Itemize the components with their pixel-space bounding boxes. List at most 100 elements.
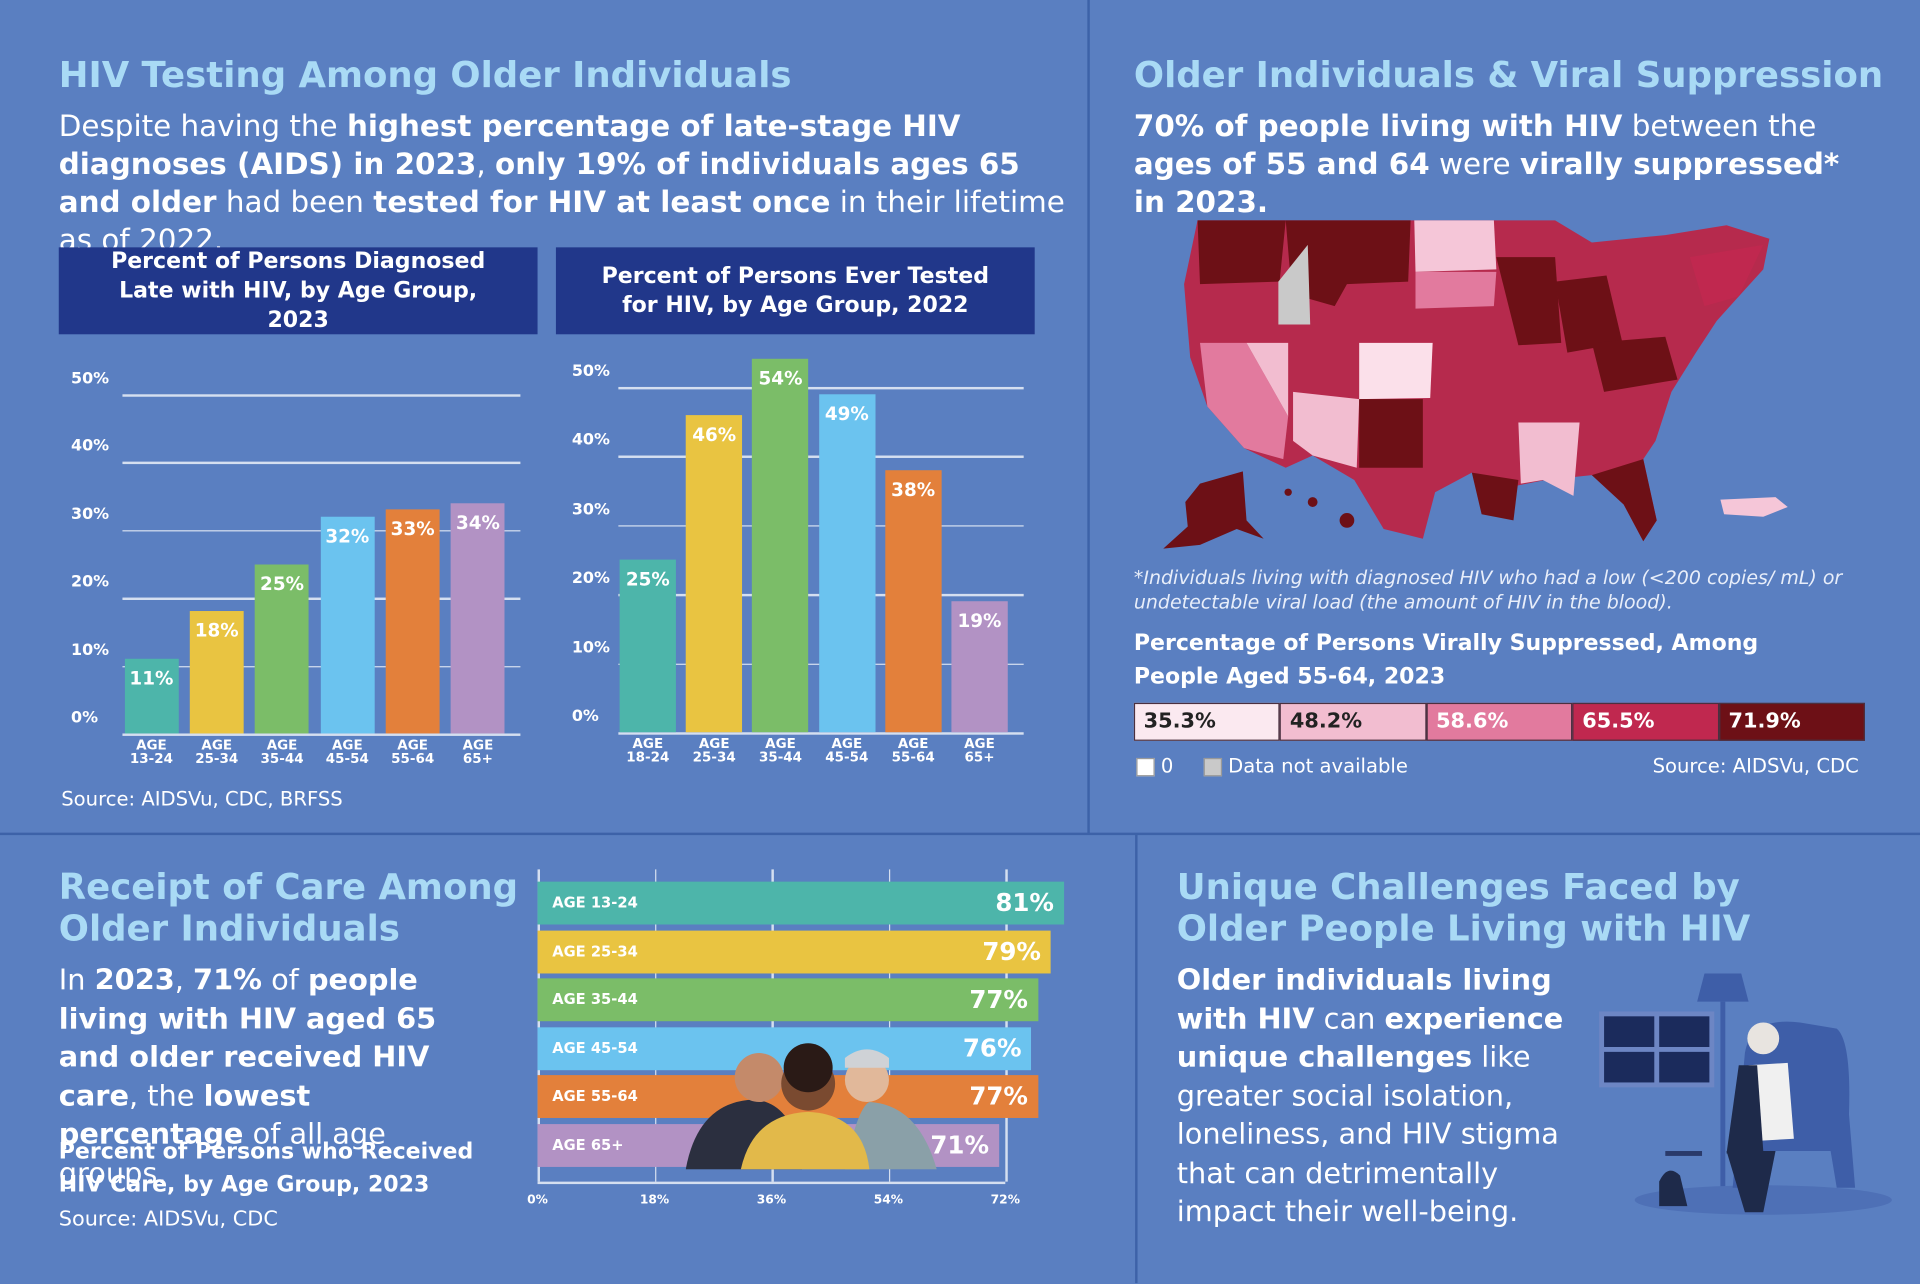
chart-title: Percent of Persons who Received HIV Care… — [58, 1138, 474, 1198]
text-run: lowest percentage — [58, 1078, 311, 1152]
bar — [752, 359, 809, 733]
text-run: In — [58, 962, 95, 997]
x-tick-label: AGE 35-44 — [758, 735, 803, 766]
legend-label: 58.6% — [1436, 708, 1509, 734]
illustration-shape — [1339, 513, 1355, 528]
data-label: 76% — [962, 1033, 1022, 1063]
data-label: 25% — [260, 572, 305, 595]
source: Source: AIDSVu, CDC — [1652, 754, 1859, 778]
illustration-shape — [1278, 244, 1311, 325]
illustration-shape — [1246, 342, 1289, 417]
grid-line — [771, 869, 774, 1182]
data-label: 77% — [969, 1081, 1028, 1112]
grid-line — [122, 733, 521, 736]
legend-segment — [1280, 702, 1427, 741]
bar — [124, 658, 179, 734]
chart-header: Percent of Persons Diagnosed Late with H… — [58, 247, 538, 335]
illustration-shape — [1496, 257, 1562, 346]
grid-line — [122, 394, 521, 397]
section-title: Unique Challenges Faced by Older People … — [1176, 865, 1751, 949]
illustration-shape — [1163, 471, 1264, 549]
data-label: 11% — [129, 667, 174, 690]
section-title: Receipt of Care Among Older Individuals — [58, 865, 519, 949]
illustration-shape — [1689, 244, 1764, 307]
y-tick-label: 20% — [71, 573, 110, 592]
illustration-shape — [1471, 472, 1519, 521]
illustration-shape — [1720, 497, 1788, 517]
illustration-shape — [1293, 391, 1360, 468]
section-title: Older Individuals & Viral Suppression — [1133, 53, 1884, 96]
illustration-shape — [1726, 1151, 1776, 1213]
data-label: 71% — [930, 1130, 990, 1160]
grid-line — [122, 462, 521, 464]
illustration-shape — [734, 1053, 784, 1103]
y-tick-label: 20% — [571, 569, 610, 588]
paragraph: In 2023, 71% of people living with HIV a… — [59, 961, 500, 1192]
illustration-shape — [844, 1057, 889, 1103]
text-run: of all age groups. — [58, 1116, 386, 1190]
text-run: tested for HIV at least once — [373, 184, 831, 220]
x-tick-label: AGE 65+ — [462, 737, 494, 767]
chart-title: Percent of Persons Diagnosed Late with H… — [111, 247, 486, 333]
y-tick-label: 30% — [571, 500, 610, 519]
illustration-shape — [1518, 422, 1580, 496]
illustration-shape — [1591, 336, 1678, 392]
y-tick-label: 50% — [571, 362, 610, 381]
grid-line — [618, 386, 1024, 389]
person-illustration — [1599, 973, 1892, 1215]
grid-line — [654, 869, 657, 1182]
us-map — [1163, 220, 1788, 549]
illustration-shape — [1415, 271, 1497, 309]
bar — [255, 563, 309, 734]
illustration-shape — [1307, 497, 1318, 507]
text-run: 70% of people living with HIV — [1133, 108, 1623, 144]
legend-segment — [1718, 702, 1865, 741]
text-run: 2023 — [94, 962, 175, 997]
illustration-shape — [1732, 1021, 1856, 1188]
x-tick-label: AGE 55-64 — [891, 735, 935, 766]
grid-line — [618, 732, 1024, 735]
illustration-shape — [844, 1049, 889, 1068]
bar — [385, 509, 440, 734]
data-label: 81% — [995, 887, 1054, 918]
y-tick-label: 40% — [571, 431, 610, 450]
data-label: 34% — [455, 511, 500, 534]
text-run: of — [261, 962, 308, 997]
y-tick-label: 10% — [571, 638, 610, 658]
data-label: 54% — [758, 367, 803, 390]
legend-label: 65.5% — [1582, 708, 1655, 734]
illustration-shape — [1359, 399, 1423, 468]
bar — [619, 559, 677, 733]
text-run: Despite having the — [58, 108, 347, 144]
illustration-shape — [1359, 342, 1433, 400]
legend-segment — [1572, 702, 1719, 741]
bar — [537, 930, 1051, 973]
x-tick-label: 54% — [873, 1193, 904, 1208]
data-label: 49% — [824, 402, 869, 425]
bar — [951, 601, 1008, 733]
illustration-shape — [1747, 1022, 1780, 1055]
text-run: , — [476, 146, 496, 182]
bar — [189, 611, 244, 734]
illustration-shape — [1697, 973, 1749, 1002]
legend-segment — [1133, 702, 1281, 741]
illustration-shape — [740, 1111, 870, 1170]
y-tick-label: AGE 25-34 — [552, 942, 638, 960]
data-label: 77% — [969, 984, 1028, 1015]
legend-swatch — [1203, 757, 1223, 777]
legend-segment — [1426, 702, 1573, 741]
y-tick-label: AGE 45-54 — [552, 1039, 638, 1057]
text-run: ages of 55 and 64 — [1133, 146, 1430, 182]
data-label: 79% — [982, 936, 1041, 966]
illustration-shape — [1591, 459, 1657, 542]
illustration-shape — [844, 1102, 937, 1170]
illustration-shape — [1726, 1065, 1764, 1154]
divider — [1087, 0, 1090, 834]
grid-line — [537, 869, 540, 1182]
illustration-shape — [1665, 1151, 1703, 1156]
bar — [537, 978, 1038, 1022]
y-tick-label: 50% — [71, 369, 110, 389]
x-tick-label: AGE 65+ — [964, 735, 995, 766]
data-label: 32% — [325, 524, 370, 548]
